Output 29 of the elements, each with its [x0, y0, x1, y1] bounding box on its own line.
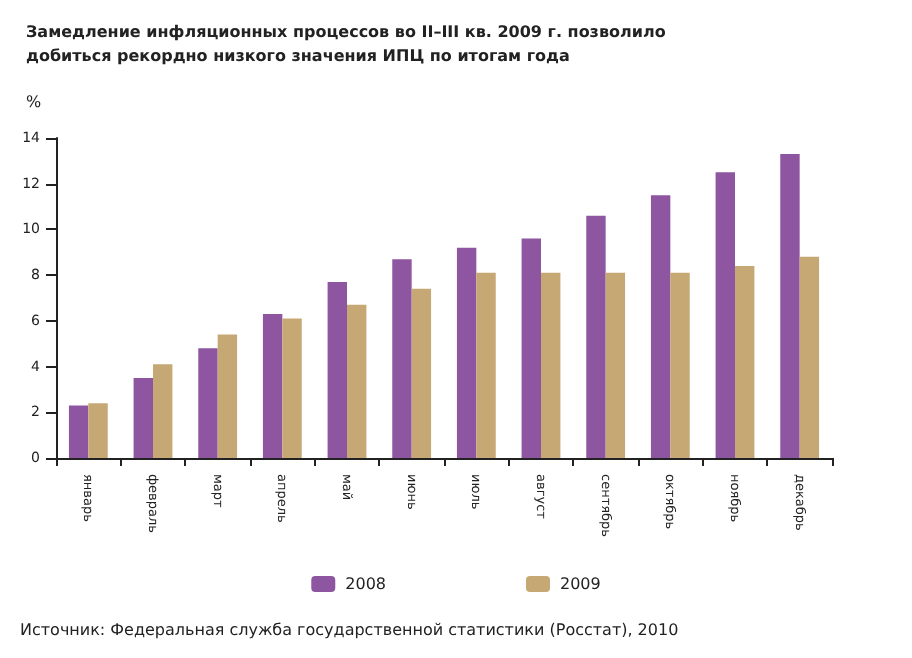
bar — [456, 247, 477, 458]
bar — [88, 403, 108, 458]
bar — [670, 272, 690, 458]
bar — [411, 288, 432, 458]
bar — [476, 272, 496, 458]
bar — [68, 405, 89, 458]
bar — [715, 172, 735, 458]
chart-title: Замедление инфляционных процессов во II–III кв. 2009 г. позволило добиться рекордно низкого значения ИПЦ по итогам года — [26, 23, 672, 65]
bar — [217, 334, 238, 458]
bar — [650, 195, 671, 458]
bar — [392, 259, 412, 458]
bar — [262, 314, 283, 458]
y-axis-title: % — [26, 93, 42, 111]
bar — [586, 215, 606, 458]
bar — [133, 378, 153, 458]
bar — [735, 266, 755, 458]
bar — [347, 304, 367, 458]
bar — [198, 348, 218, 458]
bar — [327, 282, 347, 458]
bar — [282, 318, 302, 458]
bar — [153, 364, 173, 458]
bar — [521, 238, 541, 458]
bar — [799, 256, 820, 458]
legend-label: 2009 — [560, 575, 601, 593]
bar — [780, 154, 800, 458]
text: Источник: Федеральная служба государственной статистики (Росстат), 2010 — [20, 621, 679, 639]
legend-label: 2008 — [345, 575, 386, 593]
bar — [605, 272, 626, 458]
bar — [541, 272, 561, 458]
